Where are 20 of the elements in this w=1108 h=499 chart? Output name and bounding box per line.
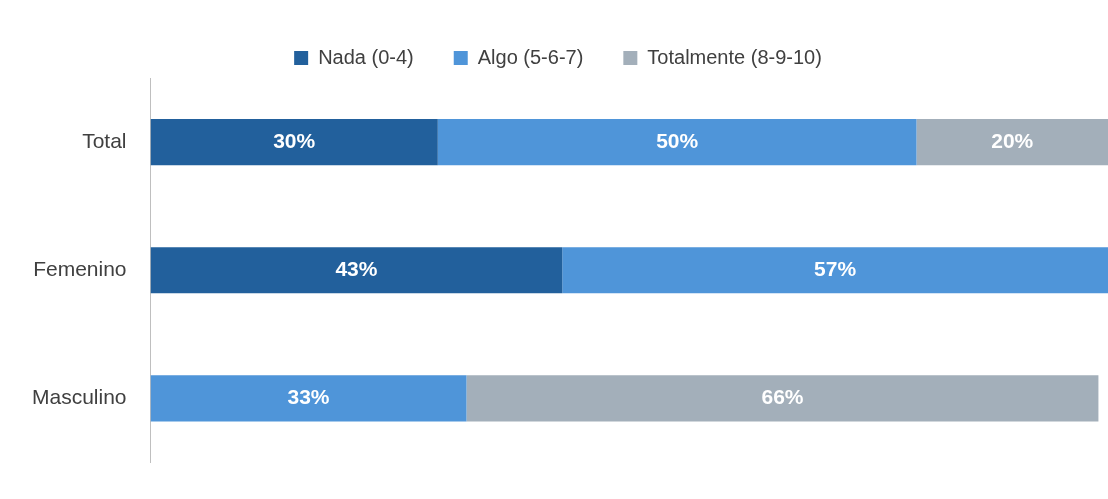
legend-label: Algo (5-6-7) <box>477 45 584 68</box>
bar <box>466 375 1099 422</box>
data-label: 43% <box>335 257 378 280</box>
data-label: 57% <box>814 257 857 280</box>
data-label: 50% <box>656 128 699 152</box>
y-tick-label: Masculino <box>31 385 127 409</box>
bar <box>150 375 467 422</box>
data-label: 30% <box>273 128 316 152</box>
bar <box>916 119 1108 166</box>
legend-label: Nada (0-4) <box>318 45 414 68</box>
bar <box>437 119 917 166</box>
data-label: 66% <box>761 385 804 409</box>
bar <box>150 247 563 294</box>
data-label: 20% <box>991 128 1034 152</box>
data-label: 33% <box>287 385 330 409</box>
y-tick-label: Femenino <box>33 257 127 280</box>
bar <box>150 119 438 166</box>
y-tick-label: Total <box>82 128 127 152</box>
legend-label: Totalmente (8-9-10) <box>647 45 822 68</box>
bar <box>562 247 1108 294</box>
